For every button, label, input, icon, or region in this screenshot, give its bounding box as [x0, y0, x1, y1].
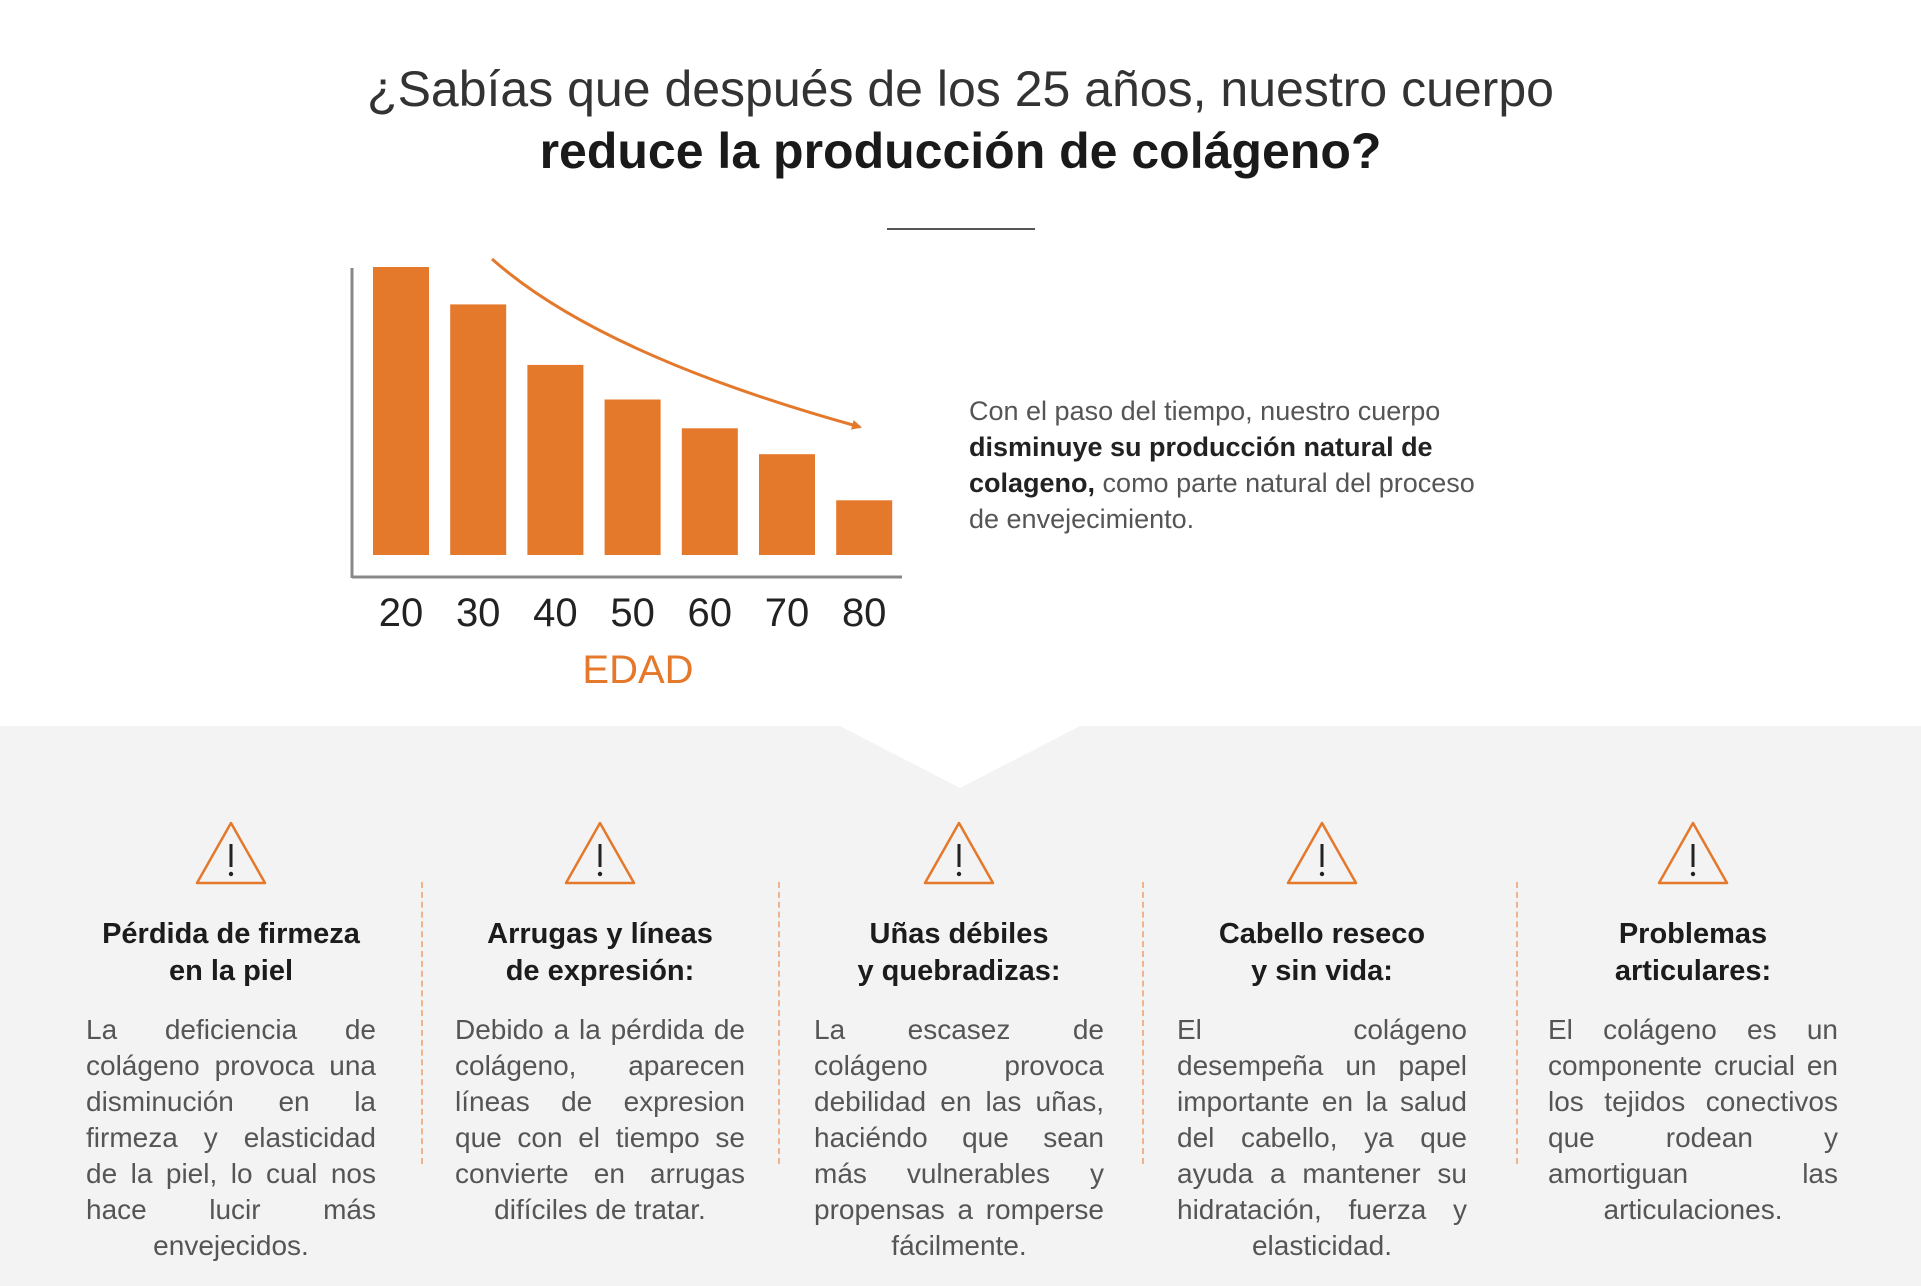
warning-triangle-icon [923, 821, 995, 885]
symptoms-panel [0, 726, 1921, 1286]
panel-notch [840, 726, 1080, 788]
warning-triangle-icon [1657, 821, 1729, 885]
chart-tick-label-20: 20 [379, 591, 424, 635]
symptom-card-nails: Uñas débiles y quebradizas: La escasez de… [814, 820, 1104, 1261]
symptom-card-wrinkles: Arrugas y líneas de expresión: Debido a l… [455, 820, 745, 1225]
card-title: Arrugas y líneas de expresión: [487, 918, 713, 987]
card-title: Cabello reseco y sin vida: [1218, 918, 1426, 987]
intro-text-before: Con el paso del tiempo, nuestro cuerpo [969, 396, 1441, 426]
card-text: Debido a la pérdida de colágeno, aparece… [455, 1014, 745, 1225]
chart-tick-label-80: 80 [842, 591, 887, 635]
intro-text-bold: disminuye su producción natural de colag… [969, 432, 1433, 498]
chart-tick-label-70: 70 [765, 591, 810, 635]
headline-line-1: ¿Sabías que después de los 25 años, nues… [367, 61, 1554, 117]
chart-tick-labels: 20 30 40 50 60 70 80 [379, 591, 887, 635]
card-title: Pérdida de firmeza en la piel [102, 918, 360, 987]
card-text: El colágeno desempeña un papel important… [1177, 1014, 1467, 1261]
warning-triangle-icon [195, 821, 267, 885]
card-title: Problemas articulares: [1614, 918, 1772, 987]
card-text: El colágeno es un componente crucial en … [1548, 1014, 1838, 1225]
chart-bar-50 [604, 399, 661, 555]
chart-bar-20 [373, 267, 429, 555]
warning-triangle-icon [1286, 821, 1358, 885]
title-divider [887, 228, 1035, 230]
chart-bar-40 [527, 364, 584, 555]
trend-arrow [491, 257, 862, 430]
chart-bars [373, 267, 893, 555]
symptom-card-firmness: Pérdida de firmeza en la piel La deficien… [86, 820, 376, 1261]
chart-tick-label-50: 50 [610, 591, 655, 635]
card-text: La escasez de colágeno provoca debilidad… [814, 1014, 1104, 1261]
chart-bar-70 [759, 454, 815, 555]
chart-x-axis-label: EDAD [582, 648, 693, 692]
symptom-card-joints: Problemas articulares: El colágeno es un … [1548, 820, 1838, 1225]
chart-tick-label-30: 30 [456, 591, 501, 635]
column-separator [1516, 882, 1518, 1164]
chart-tick-label-40: 40 [533, 591, 578, 635]
chart-bar-80 [836, 500, 893, 555]
intro-paragraph: Con el paso del tiempo, nuestro cuerpo d… [969, 393, 1509, 537]
chart-tick-label-60: 60 [688, 591, 733, 635]
warning-triangle-icon [564, 821, 636, 885]
collagen-bar-chart: 20 30 40 50 60 70 80 EDAD [350, 257, 902, 692]
column-separator [778, 882, 780, 1164]
symptom-card-hair: Cabello reseco y sin vida: El colágeno de… [1177, 820, 1467, 1261]
headline-line-2: reduce la producción de colágeno? [539, 123, 1382, 179]
column-separator [421, 882, 423, 1164]
headline: ¿Sabías que después de los 25 años, nues… [0, 58, 1921, 182]
column-separator [1142, 882, 1144, 1164]
chart-bar-60 [681, 428, 738, 555]
card-text: La deficiencia de colágeno provoca una d… [86, 1014, 376, 1261]
card-title: Uñas débiles y quebradizas: [857, 918, 1061, 987]
intro-text-after: como parte natural del proceso de enveje… [969, 468, 1475, 534]
chart-bar-30 [450, 304, 507, 555]
